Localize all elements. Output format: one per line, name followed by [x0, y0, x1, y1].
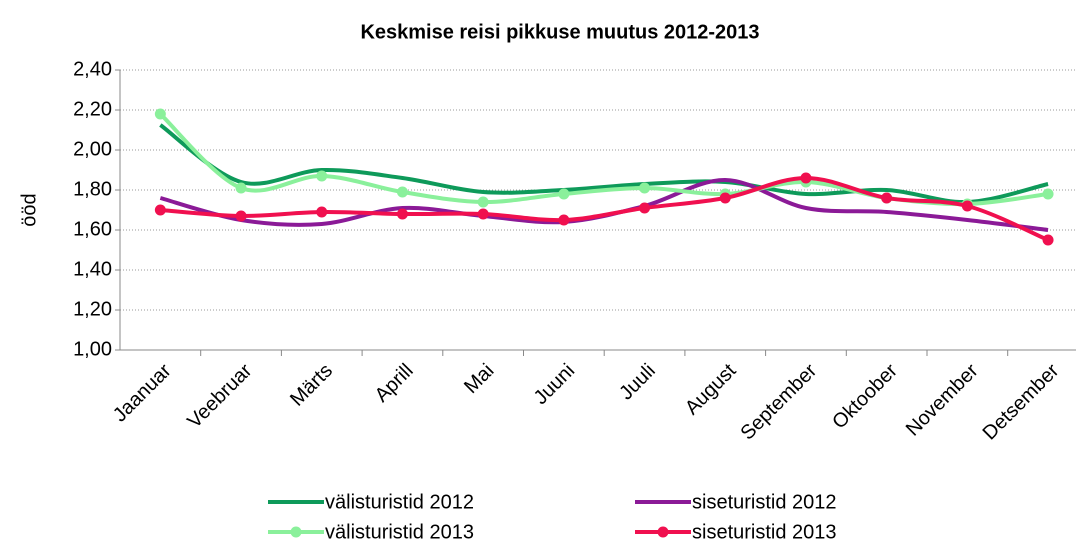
marker — [639, 202, 651, 214]
legend-label: siseturistid 2013 — [692, 521, 837, 543]
x-tick-label: August — [681, 359, 741, 419]
marker — [316, 170, 328, 182]
marker — [800, 172, 812, 184]
y-axis-label: ööd — [18, 193, 40, 226]
legend-marker — [657, 526, 669, 538]
marker — [719, 192, 731, 204]
y-tick-label: 2,20 — [73, 98, 112, 120]
y-tick-label: 1,40 — [73, 258, 112, 280]
marker — [154, 204, 166, 216]
legend-marker — [290, 526, 302, 538]
x-tick-label: Mai — [460, 360, 498, 398]
y-tick-label: 2,40 — [73, 58, 112, 80]
y-tick-label: 1,00 — [73, 338, 112, 360]
marker — [1042, 188, 1054, 200]
legend-label: välisturistid 2013 — [325, 521, 474, 543]
marker — [961, 200, 973, 212]
x-tick-label: Juuni — [530, 360, 579, 409]
marker — [477, 196, 489, 208]
marker — [316, 206, 328, 218]
line — [158, 112, 1049, 207]
marker — [154, 108, 166, 120]
marker — [1042, 234, 1054, 246]
marker — [477, 208, 489, 220]
marker — [558, 188, 570, 200]
marker — [235, 182, 247, 194]
y-tick-label: 1,60 — [73, 218, 112, 240]
x-tick-label: September — [736, 359, 821, 444]
marker — [881, 192, 893, 204]
y-tick-label: 1,80 — [73, 178, 112, 200]
x-tick-label: Detsember — [979, 359, 1064, 444]
y-tick-label: 1,20 — [73, 298, 112, 320]
marker — [639, 182, 651, 194]
marker — [558, 214, 570, 226]
legend-label: siseturistid 2012 — [692, 491, 837, 513]
x-tick-label: Oktoober — [828, 359, 902, 433]
x-tick-label: Märts — [286, 360, 337, 411]
x-tick-label: Veebruar — [183, 359, 256, 432]
marker — [235, 210, 247, 222]
legend-label: välisturistid 2012 — [325, 491, 474, 513]
y-tick-label: 2,00 — [73, 138, 112, 160]
marker — [396, 186, 408, 198]
x-tick-label: Juuli — [615, 360, 660, 405]
chart-title: Keskmise reisi pikkuse muutus 2012-2013 — [360, 21, 759, 43]
x-tick-label: Jaanuar — [109, 359, 176, 426]
x-tick-label: November — [902, 359, 983, 440]
marker — [396, 208, 408, 220]
line — [159, 123, 1049, 205]
x-tick-label: Aprill — [371, 360, 418, 407]
